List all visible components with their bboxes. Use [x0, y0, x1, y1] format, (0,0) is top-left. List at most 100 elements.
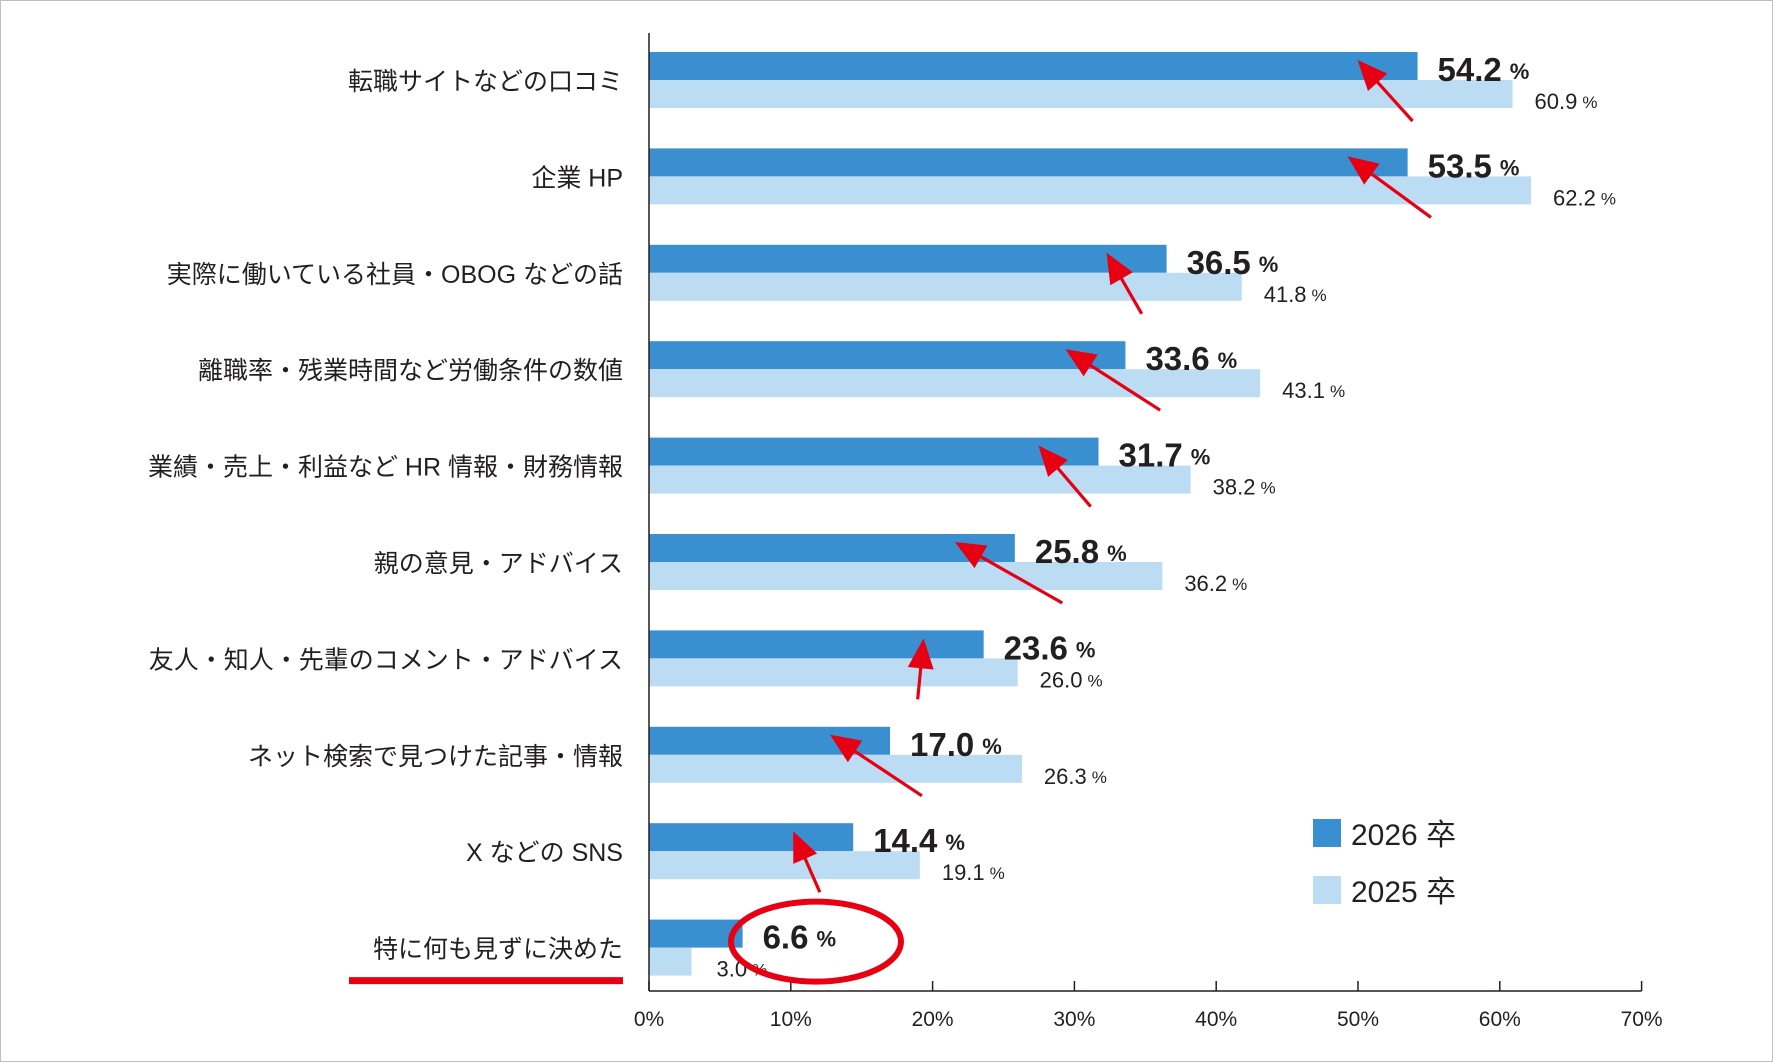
value-unit-2025: % [1088, 671, 1103, 690]
x-tick-label: 50% [1337, 1008, 1379, 1031]
bar-2025 [649, 80, 1513, 108]
value-unit-2025: % [1330, 382, 1345, 401]
trend-arrow-head [1347, 156, 1380, 185]
legend-label: 2025 卒 [1351, 876, 1456, 909]
value-label-2025: 26.0 [1040, 667, 1083, 692]
category-label: 親の意見・アドバイス [374, 550, 623, 578]
value-label-2026: 33.6 [1145, 340, 1209, 377]
value-label-2025: 41.8 [1264, 282, 1307, 307]
value-label-2025: 38.2 [1213, 475, 1256, 500]
axis-group: 0% 10% 20% 30% 40% 50% 60% 70% [634, 33, 1663, 1031]
bar-2025 [649, 754, 1022, 783]
trend-arrow-head [1357, 60, 1388, 91]
value-label-2026: 17.0 [910, 726, 974, 763]
legend: 2026 卒 2025 卒 [1313, 819, 1456, 909]
highlight-ellipse [728, 898, 904, 985]
trend-arrow-head [1106, 252, 1133, 286]
category-label: 転職サイトなどの口コミ [348, 68, 623, 96]
x-tick-label: 0% [634, 1008, 664, 1031]
bar-2025 [649, 947, 692, 976]
bar-2026 [649, 148, 1408, 177]
trend-arrow-shaft [1369, 171, 1432, 219]
value-unit-2026: % [1107, 541, 1127, 566]
value-label-2025: 36.2 [1184, 571, 1227, 596]
bar-2026 [649, 534, 1015, 562]
value-unit-2026: % [1076, 637, 1096, 662]
trend-arrow-shaft [1375, 79, 1414, 123]
bar-2025 [649, 465, 1191, 494]
value-unit-2026: % [1259, 252, 1279, 277]
x-tick-label: 10% [770, 1008, 812, 1031]
category-label: 実際に働いている社員・OBOG などの話 [167, 261, 623, 289]
value-label-2025: 43.1 [1282, 378, 1325, 403]
value-unit-2026: % [1500, 155, 1520, 180]
legend-swatch [1313, 819, 1341, 847]
bar-2025 [649, 272, 1242, 301]
bar-2026 [649, 823, 854, 852]
value-label-2025: 62.2 [1553, 185, 1596, 210]
value-labels-group: 54.2 %60.9 %53.5 %62.2 %36.5 %41.8 %33.6 %43.1%… [717, 51, 1616, 982]
category-label: ネット検索で見つけた記事・情報 [248, 743, 623, 771]
trend-arrow-head [1038, 445, 1068, 477]
bar-2026 [649, 341, 1126, 370]
value-label-2026: 23.6 [1004, 629, 1068, 666]
category-label: 業績・売上・利益など HR 情報・財務情報 [148, 454, 623, 482]
annotations-group [349, 60, 1432, 985]
value-unit-2026: % [816, 927, 836, 952]
value-label-2026: 14.4 [873, 822, 938, 859]
x-tick-label: 40% [1195, 1008, 1237, 1031]
value-label-2026: 54.2 [1438, 51, 1502, 88]
category-label: 特に何も見ずに決めた [373, 936, 623, 964]
category-label: 友人・知人・先輩のコメント・アドバイス [149, 646, 623, 674]
bar-2025 [649, 369, 1261, 398]
value-unit-2025: % [1261, 479, 1276, 498]
x-tick-label: 20% [912, 1008, 954, 1031]
value-unit-2026: % [1191, 445, 1211, 470]
x-tick-label: 30% [1053, 1008, 1095, 1031]
bar-2026 [649, 437, 1099, 466]
bar-2026 [649, 52, 1418, 80]
trend-arrow-shaft [852, 748, 923, 798]
bar-2026 [649, 244, 1167, 273]
value-label-2026: 6.6 [763, 919, 809, 956]
value-label-2025: 19.1 [942, 860, 985, 885]
trend-arrow-head [907, 638, 934, 670]
trend-arrow-shaft [978, 554, 1064, 605]
value-label-2026: 25.8 [1035, 533, 1099, 570]
trend-arrow-head [1065, 349, 1098, 377]
value-label-2026: 36.5 [1187, 244, 1251, 281]
trend-arrow-shaft [916, 666, 923, 700]
value-unit-2026: % [982, 734, 1002, 759]
bar-2026 [649, 919, 743, 948]
category-label: 離職率・残業時間など労働条件の数値 [198, 357, 623, 385]
value-unit-2025: % [1232, 575, 1247, 594]
category-label: 企業 HP [531, 164, 623, 192]
value-unit-2025: % [1312, 286, 1327, 305]
x-tick-label: 60% [1479, 1008, 1521, 1031]
value-unit-2025: % [1092, 768, 1107, 787]
value-label-2025: 26.3 [1044, 764, 1087, 789]
trend-arrow-head [954, 542, 988, 569]
legend-label: 2026 卒 [1351, 819, 1456, 852]
value-unit-2025: % [1601, 189, 1616, 208]
value-unit-2026: % [945, 830, 965, 855]
bar-2025 [649, 851, 920, 880]
bar-2025 [649, 658, 1018, 687]
value-unit-2025: % [990, 864, 1005, 883]
bar-2026 [649, 630, 984, 659]
value-unit-2025: % [1582, 93, 1597, 112]
trend-arrow-shaft [802, 856, 822, 893]
legend-swatch [1313, 876, 1341, 904]
value-label-2026: 53.5 [1428, 147, 1492, 184]
value-unit-2026: % [1218, 348, 1238, 373]
value-unit-2026: % [1510, 59, 1530, 84]
bar-2025 [649, 176, 1531, 205]
bar-2025 [649, 562, 1163, 590]
value-label-2025: 60.9 [1535, 89, 1578, 114]
trend-arrow-head [793, 831, 818, 864]
value-label-2026: 31.7 [1119, 437, 1183, 474]
trend-arrow-head [830, 734, 863, 763]
